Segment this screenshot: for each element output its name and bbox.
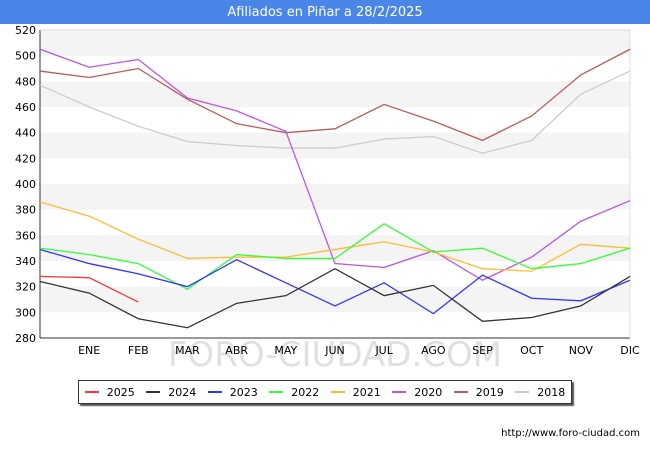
y-tick-label: 500 [15,50,36,63]
legend-label: 2018 [537,385,566,399]
series-line-2024 [39,267,631,329]
grid-band [40,132,630,159]
legend-label: 2021 [352,385,381,399]
y-tick-label: 280 [15,332,36,345]
legend-swatch [207,391,222,393]
line-chart: FORO-CIUDAD.COM 280 300 320 340 360 380 400 420… [15,24,640,375]
legend: 2025 2024 2023 2022 2021 2020 2019 2018 [78,380,572,404]
y-tick-label: 380 [15,204,36,217]
legend-swatch [146,391,161,393]
x-tick-label: JUL [374,344,393,357]
x-tick-label: MAR [175,344,200,357]
legend-label: 2024 [168,385,197,399]
legend-label: 2019 [475,385,504,399]
legend-item-2024: 2024 [146,386,196,399]
y-tick-label: 400 [15,178,36,191]
x-tick-label: ENE [78,344,100,357]
series-line-2023 [39,248,631,315]
legend-label: 2020 [414,385,443,399]
legend-item-2022: 2022 [269,386,319,399]
y-tick-label: 480 [15,75,36,88]
x-tick-label: DIC [620,344,640,357]
x-tick-label: MAY [274,344,297,357]
series-line-2020 [39,48,631,281]
series-line-2019 [39,48,631,142]
x-tick-label: NOV [569,344,594,357]
legend-swatch [392,391,407,393]
series-lines [39,48,631,329]
legend-swatch [453,391,468,393]
series-line-2025 [39,275,139,303]
x-tick-label: JUN [324,344,345,357]
series-line-2022 [39,223,631,290]
watermark: FORO-CIUDAD.COM [168,335,502,375]
legend-item-2020: 2020 [392,386,442,399]
grid-band [40,286,630,313]
chart-title: Afiliados en Piñar a 28/2/2025 [0,0,650,24]
footer-url[interactable]: http://www.foro-ciudad.com [501,428,640,439]
series-line-2021 [39,201,631,272]
grid-band [40,30,630,56]
legend-swatch [515,391,530,393]
grid-band [40,81,630,107]
x-tick-label: ABR [225,344,248,357]
y-tick-label: 340 [15,255,36,268]
grid-band [40,235,630,261]
y-tick-label: 360 [15,229,36,242]
legend-swatch [84,391,99,393]
y-tick-label: 440 [15,127,36,140]
legend-label: 2022 [291,385,320,399]
y-tick-label: 520 [15,24,36,37]
x-tick-label: SEP [472,344,493,357]
x-tick-label: AGO [421,344,446,357]
legend-item-2021: 2021 [330,385,381,399]
legend-item-2023: 2023 [207,385,258,399]
y-tick-label: 420 [15,152,36,165]
x-tick-label: FEB [128,344,149,357]
y-tick-label: 460 [15,101,36,114]
grid-bands [40,30,630,313]
legend-label: 2025 [106,385,135,399]
x-tick-label: OCT [520,344,543,357]
y-tick-label: 300 [15,306,36,319]
grid-band [40,184,630,210]
tick-labels: 280 300 320 340 360 380 400 420 440 460 480 500 520 E… [15,24,640,357]
legend-label: 2023 [229,385,258,399]
legend-swatch [269,391,284,393]
legend-item-2025: 2025 [84,385,135,399]
y-tick-label: 320 [15,281,36,294]
series-line-2018 [39,70,631,154]
legend-swatch [330,391,345,393]
legend-item-2018: 2018 [515,386,565,399]
legend-item-2019: 2019 [453,385,504,399]
axes [39,29,631,339]
